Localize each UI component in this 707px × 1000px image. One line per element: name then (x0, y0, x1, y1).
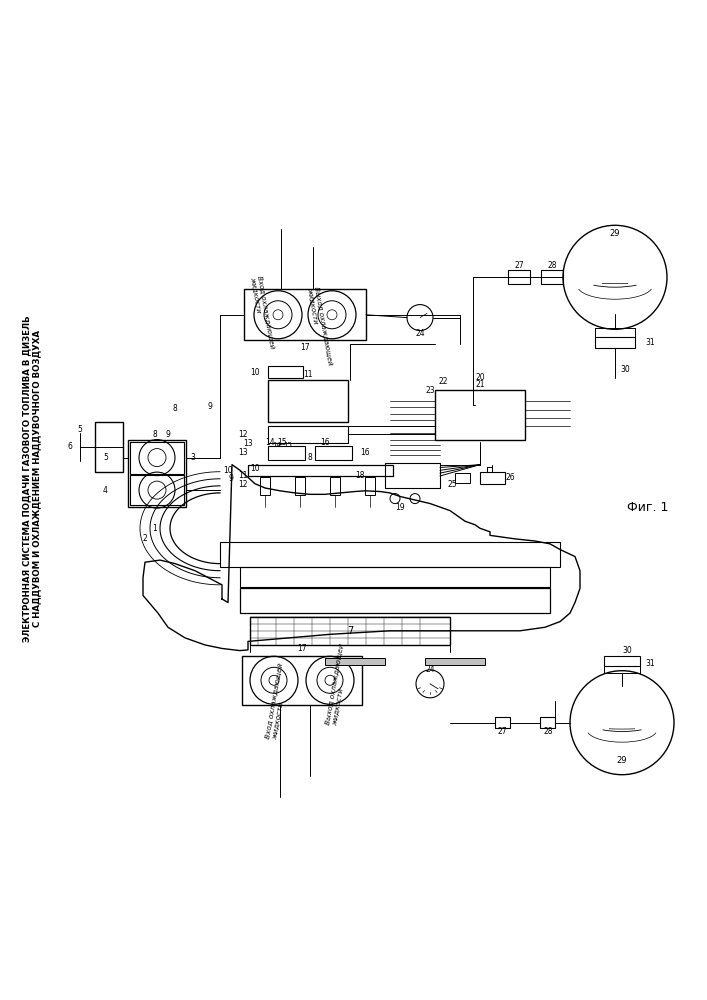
Bar (480, 472, 505, 484)
Text: 30: 30 (620, 365, 630, 374)
Text: 16: 16 (360, 448, 370, 457)
Bar (248, 465, 393, 476)
Bar (508, 270, 530, 284)
Text: 29: 29 (609, 229, 620, 238)
Bar (128, 440, 186, 507)
Text: 9: 9 (228, 474, 233, 483)
Text: 10: 10 (250, 464, 259, 473)
Bar (130, 475, 184, 505)
Bar (541, 270, 563, 284)
Bar (244, 289, 366, 340)
Text: 27: 27 (514, 261, 524, 270)
Text: 15: 15 (283, 442, 292, 448)
Text: Фиг. 1: Фиг. 1 (627, 501, 668, 514)
Bar (425, 658, 485, 665)
Text: 18: 18 (356, 471, 365, 480)
Text: 13: 13 (243, 439, 253, 448)
Text: 27: 27 (497, 727, 507, 736)
Text: 7: 7 (347, 626, 353, 636)
Text: 19: 19 (395, 503, 405, 512)
Text: 28: 28 (547, 261, 556, 270)
Text: 9: 9 (208, 402, 212, 411)
Text: 11: 11 (303, 370, 312, 379)
Text: 8: 8 (308, 453, 312, 462)
Text: 20: 20 (475, 373, 485, 382)
Text: 23: 23 (425, 386, 435, 395)
Text: Выход охлаждающей
жидкости: Выход охлаждающей жидкости (307, 286, 334, 366)
Bar (260, 477, 270, 495)
Text: Вход охлаждающей
жидкости: Вход охлаждающей жидкости (264, 662, 290, 740)
Bar (365, 477, 375, 495)
Text: 29: 29 (617, 756, 627, 765)
Text: 12: 12 (238, 480, 248, 489)
Text: 1: 1 (153, 524, 158, 533)
Text: 4: 4 (103, 486, 108, 495)
Text: 13: 13 (238, 448, 248, 457)
Text: 17: 17 (297, 644, 307, 653)
Text: 5: 5 (103, 453, 108, 462)
Bar (240, 588, 550, 613)
Text: 10: 10 (250, 368, 260, 377)
Text: 26: 26 (506, 473, 515, 482)
Bar (268, 446, 305, 460)
Bar (385, 463, 440, 488)
Text: 16: 16 (320, 438, 329, 447)
Text: 5: 5 (78, 425, 83, 434)
Text: 22: 22 (438, 377, 448, 386)
Text: 31: 31 (645, 338, 655, 347)
Bar (315, 446, 352, 460)
Text: 28: 28 (543, 727, 553, 736)
Text: 24: 24 (425, 665, 435, 674)
Bar (295, 477, 305, 495)
Bar (495, 717, 510, 728)
Text: 8: 8 (173, 404, 177, 413)
Bar (220, 542, 560, 567)
Text: 14: 14 (272, 442, 281, 448)
Bar (325, 658, 385, 665)
Text: 15: 15 (277, 438, 287, 447)
Bar (130, 442, 184, 474)
Bar (604, 656, 640, 666)
Bar (250, 617, 450, 645)
Bar (330, 477, 340, 495)
Bar (595, 337, 635, 348)
Bar (242, 656, 362, 705)
Text: 10: 10 (223, 466, 233, 475)
Text: 31: 31 (645, 659, 655, 668)
Text: 11: 11 (238, 471, 248, 480)
Text: Выход охлаждающей
жидкости: Выход охлаждающей жидкости (324, 643, 351, 726)
Text: 8: 8 (153, 430, 158, 439)
Text: 12: 12 (238, 430, 248, 439)
Text: 2: 2 (143, 534, 147, 543)
Text: 14: 14 (265, 438, 275, 447)
Text: 9: 9 (165, 430, 170, 439)
Bar (455, 473, 470, 483)
Text: 25: 25 (448, 480, 457, 489)
Bar (268, 380, 348, 422)
Text: ЭЛЕКТРОННАЯ СИСТЕМА ПОДАЧИ ГАЗОВОГО ТОПЛИВА В ДИЗЕЛЬ
С НАДДУВОМ И ОХЛАЖДЕНИЕМ НА: ЭЛЕКТРОННАЯ СИСТЕМА ПОДАЧИ ГАЗОВОГО ТОПЛ… (23, 315, 42, 642)
Text: 30: 30 (622, 646, 632, 655)
Bar (540, 717, 555, 728)
Text: 6: 6 (67, 442, 72, 451)
Text: 17: 17 (300, 343, 310, 352)
Text: Вход охлаждающей
жидкости: Вход охлаждающей жидкости (250, 275, 276, 350)
Bar (435, 390, 525, 440)
Bar (268, 426, 348, 443)
Text: 21: 21 (475, 380, 485, 389)
Bar (240, 567, 550, 587)
Text: 24: 24 (415, 329, 425, 338)
Text: 3: 3 (190, 453, 195, 462)
Bar (268, 366, 303, 378)
Bar (95, 422, 123, 472)
